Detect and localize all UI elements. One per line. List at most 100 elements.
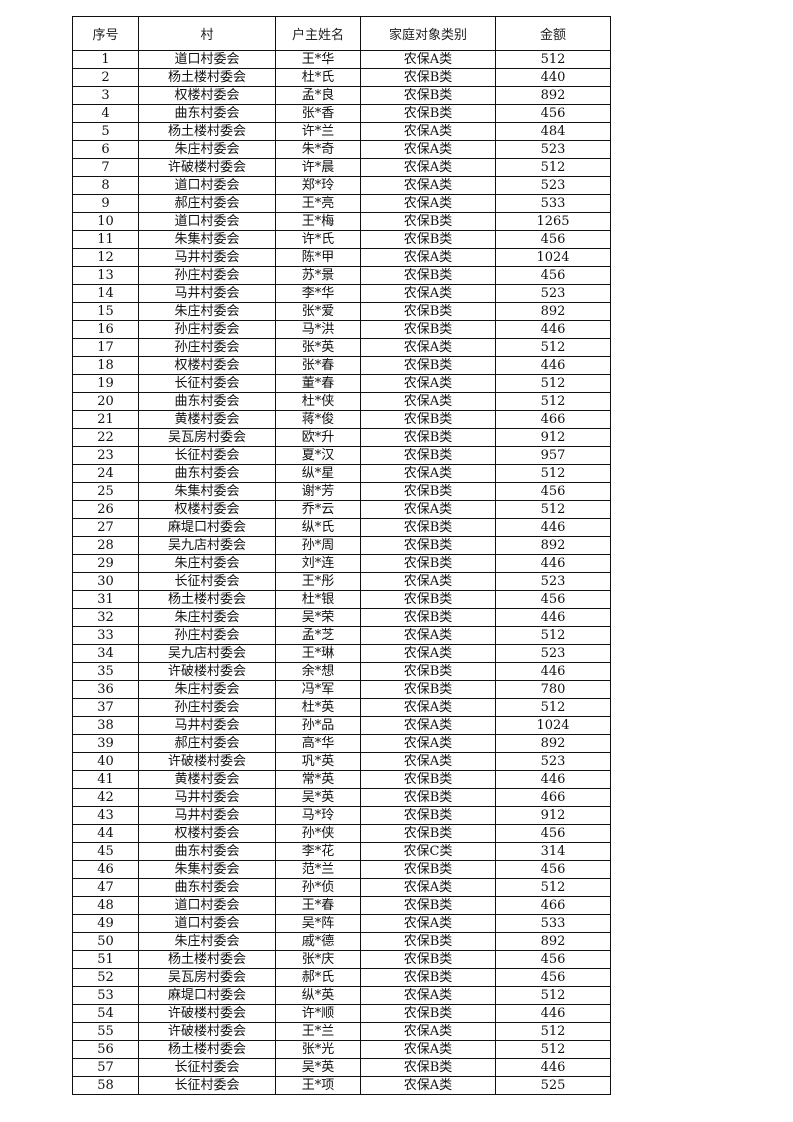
cell-index: 54 [72,1004,139,1023]
cell-amount: 456 [495,104,611,123]
cell-amount: 957 [495,446,611,465]
cell-village: 许破楼村委会 [138,1004,276,1023]
table-row: 50 朱庄村委会 戚*德 农保B类 892 [72,932,611,951]
cell-category: 农保A类 [360,1076,496,1095]
cell-village: 权楼村委会 [138,86,276,105]
cell-householder: 张*春 [275,356,361,375]
cell-index: 35 [72,662,139,681]
header-index: 序号 [72,16,139,51]
cell-category: 农保A类 [360,1040,496,1059]
cell-village: 许破楼村委会 [138,662,276,681]
cell-amount: 533 [495,914,611,933]
cell-village: 麻堤口村委会 [138,986,276,1005]
table-row: 28 吴九店村委会 孙*周 农保B类 892 [72,536,611,555]
cell-village: 杨土楼村委会 [138,68,276,87]
cell-householder: 吴*阵 [275,914,361,933]
table-row: 11 朱集村委会 许*氏 农保B类 456 [72,230,611,249]
cell-index: 41 [72,770,139,789]
cell-village: 许破楼村委会 [138,752,276,771]
cell-index: 26 [72,500,139,519]
cell-village: 长征村委会 [138,374,276,393]
cell-category: 农保A类 [360,698,496,717]
cell-index: 21 [72,410,139,429]
cell-village: 许破楼村委会 [138,158,276,177]
household-subsidy-table: 序号 村 户主姓名 家庭对象类别 金额 1 道口村委会 王*华 农保A类 512 2 杨土楼… [72,16,611,1095]
cell-category: 农保A类 [360,122,496,141]
cell-index: 25 [72,482,139,501]
cell-householder: 孙*周 [275,536,361,555]
table-row: 13 孙庄村委会 苏*景 农保B类 456 [72,266,611,285]
cell-amount: 912 [495,806,611,825]
cell-index: 23 [72,446,139,465]
table-row: 31 杨土楼村委会 杜*银 农保B类 456 [72,590,611,609]
cell-index: 8 [72,176,139,195]
table-row: 9 郝庄村委会 王*亮 农保A类 533 [72,194,611,213]
cell-householder: 夏*汉 [275,446,361,465]
cell-category: 农保B类 [360,1058,496,1077]
cell-amount: 446 [495,518,611,537]
table-row: 3 权楼村委会 孟*良 农保B类 892 [72,86,611,105]
cell-householder: 张*香 [275,104,361,123]
cell-householder: 谢*芳 [275,482,361,501]
cell-index: 27 [72,518,139,537]
cell-village: 郝庄村委会 [138,194,276,213]
cell-village: 孙庄村委会 [138,338,276,357]
table-row: 1 道口村委会 王*华 农保A类 512 [72,50,611,69]
cell-category: 农保B类 [360,68,496,87]
table-row: 36 朱庄村委会 冯*军 农保B类 780 [72,680,611,699]
cell-village: 朱庄村委会 [138,302,276,321]
cell-category: 农保B类 [360,482,496,501]
cell-amount: 446 [495,1004,611,1023]
cell-village: 马井村委会 [138,788,276,807]
cell-amount: 523 [495,752,611,771]
cell-index: 17 [72,338,139,357]
cell-amount: 892 [495,932,611,951]
cell-village: 马井村委会 [138,806,276,825]
cell-amount: 512 [495,626,611,645]
cell-householder: 孟*良 [275,86,361,105]
cell-householder: 乔*云 [275,500,361,519]
cell-index: 38 [72,716,139,735]
cell-village: 孙庄村委会 [138,320,276,339]
cell-index: 24 [72,464,139,483]
cell-index: 1 [72,50,139,69]
cell-index: 32 [72,608,139,627]
cell-index: 29 [72,554,139,573]
cell-category: 农保B类 [360,608,496,627]
table-row: 42 马井村委会 吴*英 农保B类 466 [72,788,611,807]
table-row: 35 许破楼村委会 余*想 农保B类 446 [72,662,611,681]
cell-index: 6 [72,140,139,159]
cell-householder: 许*氏 [275,230,361,249]
cell-category: 农保B类 [360,896,496,915]
cell-householder: 郝*氏 [275,968,361,987]
table-row: 23 长征村委会 夏*汉 农保B类 957 [72,446,611,465]
table-row: 47 曲东村委会 孙*侦 农保A类 512 [72,878,611,897]
table-row: 53 麻堤口村委会 纵*英 农保A类 512 [72,986,611,1005]
cell-amount: 456 [495,824,611,843]
cell-householder: 吴*荣 [275,608,361,627]
cell-amount: 314 [495,842,611,861]
cell-amount: 512 [495,1022,611,1041]
cell-amount: 525 [495,1076,611,1095]
cell-index: 52 [72,968,139,987]
table-row: 55 许破楼村委会 王*兰 农保A类 512 [72,1022,611,1041]
cell-village: 长征村委会 [138,1058,276,1077]
table-row: 5 杨土楼村委会 许*兰 农保A类 484 [72,122,611,141]
cell-village: 曲东村委会 [138,464,276,483]
cell-index: 7 [72,158,139,177]
cell-village: 吴瓦房村委会 [138,428,276,447]
cell-index: 34 [72,644,139,663]
cell-village: 杨土楼村委会 [138,950,276,969]
cell-index: 16 [72,320,139,339]
table-row: 15 朱庄村委会 张*爱 农保B类 892 [72,302,611,321]
cell-category: 农保B类 [360,950,496,969]
cell-village: 许破楼村委会 [138,1022,276,1041]
cell-category: 农保B类 [360,662,496,681]
cell-category: 农保A类 [360,284,496,303]
cell-index: 51 [72,950,139,969]
cell-village: 曲东村委会 [138,878,276,897]
cell-index: 53 [72,986,139,1005]
table-row: 45 曲东村委会 李*花 农保C类 314 [72,842,611,861]
table-row: 25 朱集村委会 谢*芳 农保B类 456 [72,482,611,501]
cell-amount: 456 [495,266,611,285]
